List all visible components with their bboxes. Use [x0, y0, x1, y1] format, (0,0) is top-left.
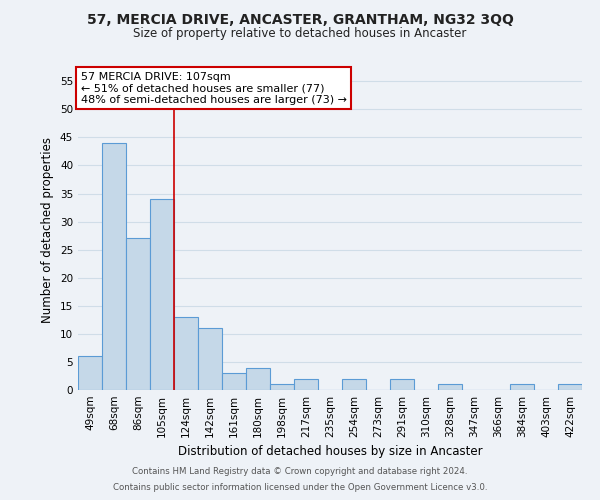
Text: Size of property relative to detached houses in Ancaster: Size of property relative to detached ho… [133, 28, 467, 40]
Bar [246, 368, 270, 390]
Bar [102, 143, 126, 390]
X-axis label: Distribution of detached houses by size in Ancaster: Distribution of detached houses by size … [178, 446, 482, 458]
Bar [342, 379, 366, 390]
Bar [390, 379, 414, 390]
Bar [126, 238, 150, 390]
Bar [558, 384, 582, 390]
Bar [270, 384, 294, 390]
Bar [174, 317, 198, 390]
Bar [78, 356, 102, 390]
Bar [222, 373, 246, 390]
Bar [438, 384, 462, 390]
Y-axis label: Number of detached properties: Number of detached properties [41, 137, 55, 323]
Bar [150, 199, 174, 390]
Text: 57 MERCIA DRIVE: 107sqm
← 51% of detached houses are smaller (77)
48% of semi-de: 57 MERCIA DRIVE: 107sqm ← 51% of detache… [80, 72, 347, 105]
Bar [510, 384, 534, 390]
Text: Contains HM Land Registry data © Crown copyright and database right 2024.: Contains HM Land Registry data © Crown c… [132, 467, 468, 476]
Bar [198, 328, 222, 390]
Text: 57, MERCIA DRIVE, ANCASTER, GRANTHAM, NG32 3QQ: 57, MERCIA DRIVE, ANCASTER, GRANTHAM, NG… [86, 12, 514, 26]
Bar [294, 379, 318, 390]
Text: Contains public sector information licensed under the Open Government Licence v3: Contains public sector information licen… [113, 484, 487, 492]
